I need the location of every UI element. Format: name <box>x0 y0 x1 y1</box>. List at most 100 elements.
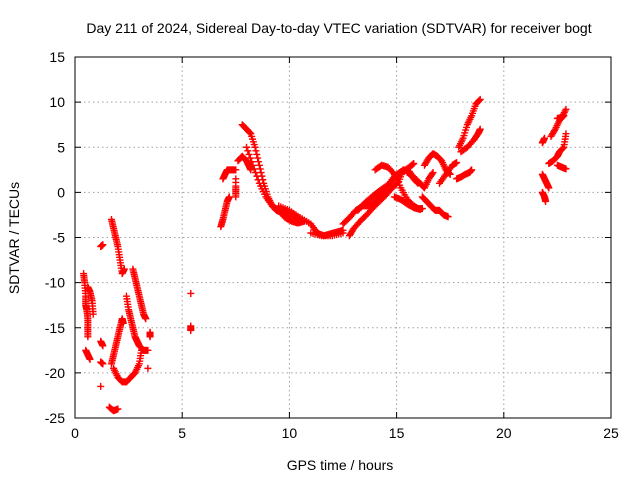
data-point <box>89 310 97 318</box>
series-arc-d <box>97 241 107 251</box>
data-point <box>253 150 261 158</box>
series-arc-ae <box>403 169 437 192</box>
y-tick-label: 15 <box>49 49 65 65</box>
series-arc-t <box>232 175 240 201</box>
data-point <box>187 326 195 334</box>
y-tick-label: -5 <box>53 230 66 246</box>
series-arc-al <box>538 134 549 147</box>
series-arc-m <box>129 265 150 323</box>
data-point <box>243 143 251 151</box>
data-point <box>559 144 567 152</box>
series-arc-f <box>97 358 107 368</box>
series-arc-af <box>420 150 454 178</box>
series-arc-n <box>146 328 154 341</box>
data-point <box>410 159 418 167</box>
series-arc-ar <box>553 105 570 122</box>
x-tick-label: 0 <box>71 425 79 441</box>
data-point <box>99 360 107 368</box>
data-point <box>246 129 254 137</box>
data-point <box>248 158 256 166</box>
y-tick-label: 0 <box>57 184 65 200</box>
series-arc-ao <box>545 130 570 167</box>
data-point <box>562 165 570 173</box>
data-point <box>187 289 195 297</box>
data-point <box>247 166 255 174</box>
data-point <box>146 333 154 341</box>
data-point <box>254 154 262 162</box>
y-tick-label: -20 <box>45 365 65 381</box>
axis-ticks: 0 5 10 15 20 25 -25 -20 -15 -10 -5 0 5 10 15 <box>45 49 619 441</box>
data-point <box>245 150 253 158</box>
series-arc-b <box>82 346 94 363</box>
data-point <box>255 158 263 166</box>
y-tick-label: 10 <box>49 94 65 110</box>
x-tick-label: 10 <box>282 425 298 441</box>
data-point <box>246 154 254 162</box>
data-point <box>86 355 94 363</box>
data-point <box>453 159 461 167</box>
data-point <box>468 166 476 174</box>
data-point <box>252 147 260 155</box>
series-arc-g <box>97 382 105 390</box>
chart-title: Day 211 of 2024, Sidereal Day-to-day VTE… <box>86 20 591 36</box>
data-point <box>254 176 262 184</box>
series-arc-s <box>219 166 240 183</box>
series-arc-ag <box>418 193 452 221</box>
data-point <box>244 147 252 155</box>
data-point <box>444 213 452 221</box>
data-point <box>416 206 424 214</box>
series-arc-aq <box>553 161 570 173</box>
series-arc-i <box>107 215 128 278</box>
data-point <box>119 319 127 327</box>
series-arc-aj <box>455 95 484 151</box>
data-point <box>251 143 259 151</box>
grid <box>75 57 611 418</box>
y-tick-label: -15 <box>45 320 65 336</box>
data-points <box>80 95 570 415</box>
data-point <box>562 105 570 113</box>
data-point <box>542 197 550 205</box>
data-point <box>561 107 569 115</box>
data-point <box>114 405 122 413</box>
data-point <box>429 169 437 177</box>
x-axis-label: GPS time / hours <box>287 457 394 473</box>
y-tick-label: -25 <box>45 410 65 426</box>
data-point <box>144 364 152 372</box>
series-arc-c <box>84 283 97 318</box>
data-point <box>144 346 152 354</box>
series-arc-an <box>538 188 550 205</box>
data-point <box>541 134 549 142</box>
series-arc-e <box>97 337 107 350</box>
data-point <box>252 169 260 177</box>
series-arc-h <box>105 403 122 415</box>
series-arc-p <box>187 289 195 297</box>
data-point <box>84 333 92 341</box>
y-axis-label: SDTVAR / TECUs <box>6 182 22 294</box>
data-point <box>545 184 553 192</box>
y-tick-label: -10 <box>45 275 65 291</box>
plot-frame <box>74 56 612 419</box>
data-point <box>142 315 150 323</box>
series-arc-ah <box>435 159 461 187</box>
series-arc-ak <box>457 125 484 156</box>
data-point <box>476 95 484 103</box>
data-point <box>255 161 263 169</box>
series-arc-am <box>538 170 553 192</box>
data-point <box>250 165 258 173</box>
data-point <box>120 265 128 273</box>
data-point <box>475 96 483 104</box>
data-point <box>562 130 570 138</box>
data-point <box>476 125 484 133</box>
series-arc-a <box>80 270 92 341</box>
data-point <box>232 166 240 174</box>
x-tick-label: 20 <box>496 425 512 441</box>
data-point <box>249 161 257 169</box>
series-arc-o <box>144 364 152 372</box>
x-tick-label: 15 <box>389 425 405 441</box>
data-point <box>99 241 107 249</box>
data-point <box>99 342 107 350</box>
series-arc-q <box>187 322 195 334</box>
series-arc-ad <box>390 193 424 214</box>
data-point <box>253 172 261 180</box>
